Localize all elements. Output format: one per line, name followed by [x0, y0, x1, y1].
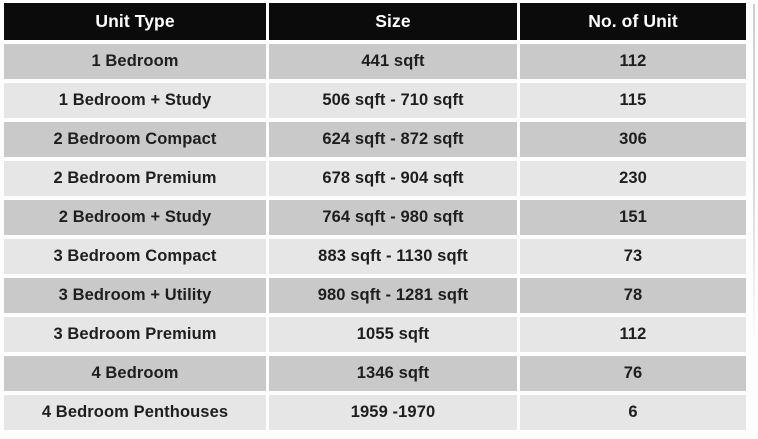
table-cell: 78: [520, 278, 746, 313]
table-cell: 624 sqft - 872 sqft: [269, 122, 517, 157]
table-cell: 1 Bedroom: [4, 44, 266, 79]
table-cell: 151: [520, 200, 746, 235]
header-cell: Unit Type: [4, 3, 266, 40]
table-cell: 4 Bedroom Penthouses: [4, 395, 266, 430]
table-cell: 3 Bedroom Premium: [4, 317, 266, 352]
table-cell: 3 Bedroom + Utility: [4, 278, 266, 313]
table-cell: 230: [520, 161, 746, 196]
table-cell: 883 sqft - 1130 sqft: [269, 239, 517, 274]
page-edge-line: [753, 4, 755, 344]
table-cell: 441 sqft: [269, 44, 517, 79]
table-cell: 4 Bedroom: [4, 356, 266, 391]
table-cell: 112: [520, 317, 746, 352]
table-cell: 1055 sqft: [269, 317, 517, 352]
unit-table: Unit Type Size No. of Unit 1 Bedroom 441 sqf…: [4, 3, 746, 430]
table-cell: 506 sqft - 710 sqft: [269, 83, 517, 118]
table-cell: 112: [520, 44, 746, 79]
table-cell: 1346 sqft: [269, 356, 517, 391]
header-cell: Size: [269, 3, 517, 40]
table-cell: 1 Bedroom + Study: [4, 83, 266, 118]
table-cell: 73: [520, 239, 746, 274]
table-cell: 2 Bedroom Premium: [4, 161, 266, 196]
table-cell: 6: [520, 395, 746, 430]
table-cell: 2 Bedroom Compact: [4, 122, 266, 157]
table-cell: 2 Bedroom + Study: [4, 200, 266, 235]
table-cell: 1959 -1970: [269, 395, 517, 430]
table-cell: 764 sqft - 980 sqft: [269, 200, 517, 235]
header-cell: No. of Unit: [520, 3, 746, 40]
table-cell: 980 sqft - 1281 sqft: [269, 278, 517, 313]
table-cell: 76: [520, 356, 746, 391]
table-cell: 678 sqft - 904 sqft: [269, 161, 517, 196]
table-cell: 115: [520, 83, 746, 118]
table-cell: 306: [520, 122, 746, 157]
table-cell: 3 Bedroom Compact: [4, 239, 266, 274]
